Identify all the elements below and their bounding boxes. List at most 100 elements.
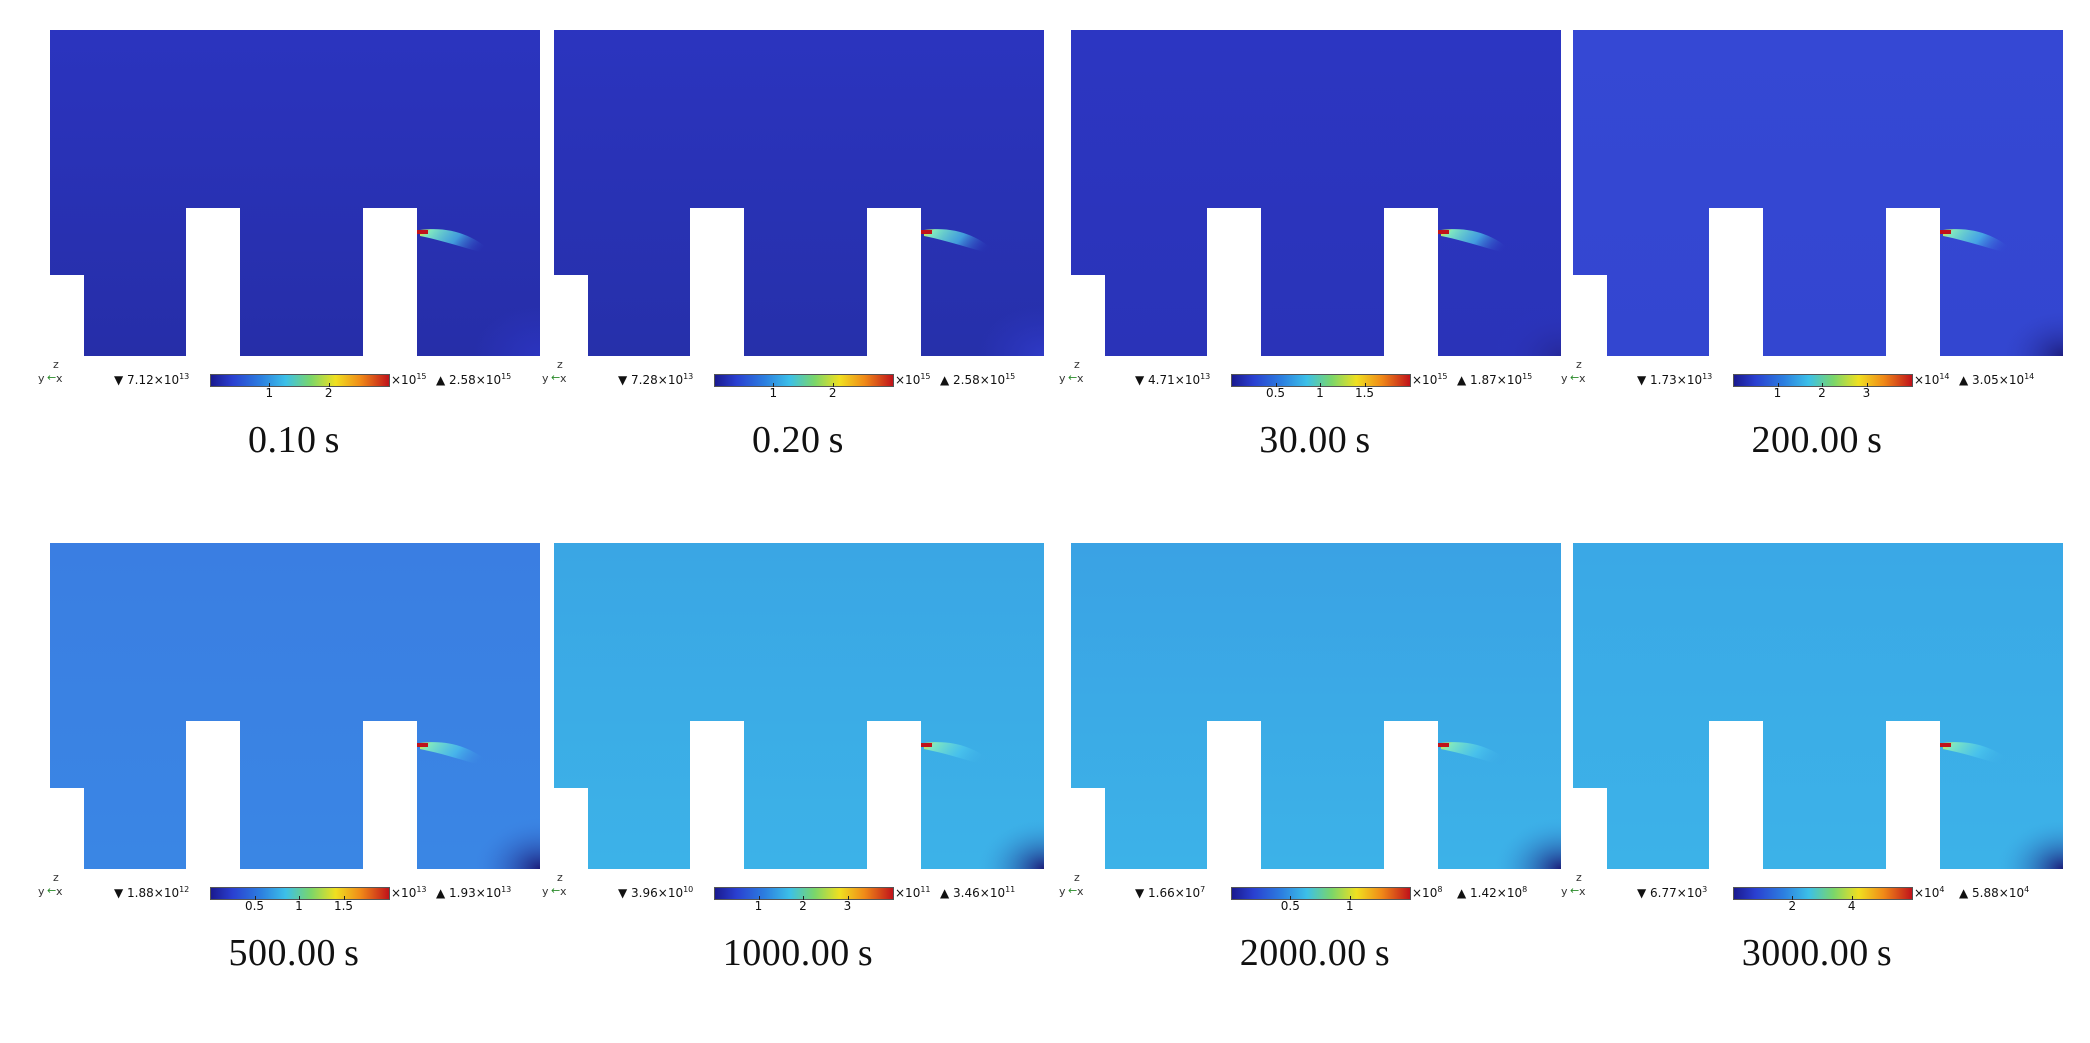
legend-min-value: ▼ 7.12×1013 <box>114 372 190 387</box>
colorbar-tick-mark <box>254 896 256 900</box>
axis-y-label: y <box>1059 372 1066 385</box>
colorbar-tick-mark <box>1349 896 1351 900</box>
colorbar-tick-label: 1 <box>754 899 763 913</box>
colorbar-tick-mark <box>773 383 775 387</box>
axis-x-label: x <box>1579 372 1586 385</box>
colorbar-tick-label: 1 <box>1345 899 1354 913</box>
min-marker-icon: ▼ <box>1637 886 1647 900</box>
time-caption: 200.00 s <box>1751 419 1883 461</box>
colorbar-tick-label: 3 <box>1862 386 1871 400</box>
color-legend: ▼ 7.28×1013 ×1015 ▲ 2.58×1015 1 2 <box>554 372 1054 414</box>
pollutant-plume <box>1943 742 2018 768</box>
axis-z-label: z <box>53 871 59 884</box>
colorbar-tick-mark <box>328 383 330 387</box>
colorbar <box>1733 887 1913 900</box>
legend-min-value: ▼ 3.96×1010 <box>618 885 694 900</box>
obstacle-block-right <box>1384 208 1438 356</box>
legend-scale-factor: ×1015 <box>1412 372 1448 387</box>
colorbar-tick-mark <box>1866 383 1868 387</box>
min-marker-icon: ▼ <box>114 886 124 900</box>
time-caption: 500.00 s <box>228 932 360 974</box>
colorbar-tick-mark <box>299 896 300 900</box>
axis-z-label: z <box>1576 358 1582 371</box>
concentration-field <box>50 543 540 869</box>
legend-min-value: ▼ 4.71×1013 <box>1135 372 1211 387</box>
legend-min-value: ▼ 1.66×107 <box>1135 885 1206 900</box>
simulation-panel: z y ← x ▼ 1.88×1012 ×1013 ▲ 1.93×1013 0.5 1 1.5 50… <box>38 543 550 1043</box>
min-marker-icon: ▼ <box>1135 373 1145 387</box>
time-caption: 3000.00 s <box>1741 932 1893 974</box>
obstacle-block-left <box>1207 208 1261 356</box>
axis-arrow-icon: ← <box>1068 371 1078 384</box>
axis-z-label: z <box>1074 871 1080 884</box>
concentration-field <box>1573 30 2063 356</box>
colorbar-tick-label: 1.5 <box>1354 386 1375 400</box>
obstacle-block-left <box>1207 721 1261 869</box>
legend-max-value: ▲ 1.87×1015 <box>1457 372 1533 387</box>
obstacle-block-right <box>1886 208 1940 356</box>
colorbar-tick-label: 0.5 <box>1265 386 1286 400</box>
pollutant-plume <box>420 229 495 255</box>
emission-source <box>1437 230 1449 234</box>
pollutant-plume <box>1441 742 1516 768</box>
axis-z-label: z <box>1074 358 1080 371</box>
colorbar-tick-label: 0.5 <box>244 899 265 913</box>
time-caption: 30.00 s <box>1259 419 1371 461</box>
max-marker-icon: ▲ <box>1457 373 1467 387</box>
legend-min-value: ▼ 7.28×1013 <box>618 372 694 387</box>
legend-scale-factor: ×1014 <box>1914 372 1950 387</box>
legend-max-value: ▲ 1.93×1013 <box>436 885 512 900</box>
concentration-field <box>554 543 1044 869</box>
colorbar-tick-mark <box>1320 383 1321 387</box>
colorbar-tick-mark <box>1275 383 1277 387</box>
simulation-panel: z y ← x ▼ 1.66×107 ×108 ▲ 1.42×108 0.5 1 2000.00 … <box>1059 543 1571 1043</box>
axis-arrow-icon: ← <box>551 884 561 897</box>
emission-source <box>1939 743 1951 747</box>
colorbar-tick-mark <box>1792 896 1794 900</box>
min-marker-icon: ▼ <box>618 373 628 387</box>
obstacle-block-right <box>867 208 921 356</box>
obstacle-block-right <box>1384 721 1438 869</box>
axis-arrow-icon: ← <box>1068 884 1078 897</box>
colorbar-tick-mark <box>758 896 760 900</box>
min-marker-icon: ▼ <box>618 886 628 900</box>
concentration-field <box>50 30 540 356</box>
color-legend: ▼ 1.66×107 ×108 ▲ 1.42×108 0.5 1 <box>1071 885 1571 927</box>
colorbar-tick-mark <box>1290 896 1292 900</box>
obstacle-block-left <box>1709 208 1763 356</box>
axis-arrow-icon: ← <box>1570 371 1580 384</box>
legend-max-value: ▲ 2.58×1015 <box>940 372 1016 387</box>
color-legend: ▼ 4.71×1013 ×1015 ▲ 1.87×1015 0.5 1 1.5 <box>1071 372 1571 414</box>
axis-x-label: x <box>1077 885 1084 898</box>
axis-x-label: x <box>1579 885 1586 898</box>
colorbar-tick-label: 2 <box>799 899 807 913</box>
max-marker-icon: ▲ <box>940 373 950 387</box>
simulation-panel: z y ← x ▼ 1.73×1013 ×1014 ▲ 3.05×1014 1 2 3 200.00… <box>1561 30 2073 530</box>
obstacle-block-right <box>363 208 417 356</box>
axis-y-label: y <box>1561 885 1568 898</box>
axis-z-label: z <box>1576 871 1582 884</box>
min-marker-icon: ▼ <box>1637 373 1647 387</box>
colorbar-tick-label: 2 <box>1788 899 1797 913</box>
max-marker-icon: ▲ <box>1959 373 1969 387</box>
min-marker-icon: ▼ <box>1135 886 1145 900</box>
emission-source <box>416 230 428 234</box>
colorbar-tick-mark <box>1822 383 1823 387</box>
colorbar-tick-label: 2 <box>1818 386 1826 400</box>
obstacle-block-left <box>186 208 240 356</box>
color-legend: ▼ 3.96×1010 ×1011 ▲ 3.46×1011 1 2 3 <box>554 885 1054 927</box>
pollutant-plume <box>1441 229 1516 255</box>
colorbar <box>714 374 894 387</box>
legend-max-value: ▲ 1.42×108 <box>1457 885 1528 900</box>
simulation-panel: z y ← x ▼ 3.96×1010 ×1011 ▲ 3.46×1011 1 2 3 1000.0… <box>542 543 1054 1043</box>
axis-x-label: x <box>560 885 567 898</box>
legend-scale-factor: ×104 <box>1914 885 1945 900</box>
obstacle-block-left <box>690 208 744 356</box>
colorbar-tick-mark <box>343 896 345 900</box>
colorbar-tick-mark <box>832 383 834 387</box>
legend-scale-factor: ×1015 <box>895 372 931 387</box>
axis-arrow-icon: ← <box>1570 884 1580 897</box>
colorbar-tick-mark <box>1777 383 1779 387</box>
max-marker-icon: ▲ <box>436 373 446 387</box>
simulation-panel: z y ← x ▼ 7.28×1013 ×1015 ▲ 2.58×1015 1 2 0.20 s <box>542 30 1054 530</box>
